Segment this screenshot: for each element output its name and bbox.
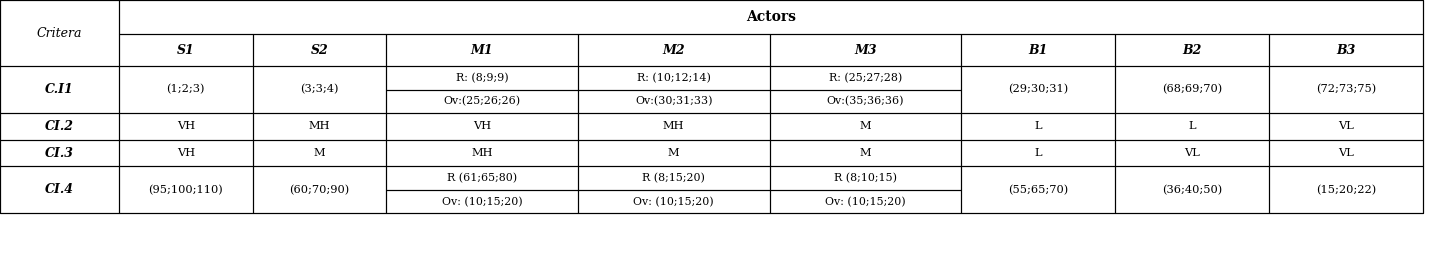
Text: M: M xyxy=(668,148,680,158)
Text: (60;70;90): (60;70;90) xyxy=(289,185,350,195)
Text: VH: VH xyxy=(177,148,195,158)
Text: Ov:(25;26;26): Ov:(25;26;26) xyxy=(443,96,521,106)
Text: B3: B3 xyxy=(1336,44,1356,57)
Text: VH: VH xyxy=(473,121,491,131)
Text: (55;65;70): (55;65;70) xyxy=(1008,185,1069,195)
Text: Ov:(35;36;36): Ov:(35;36;36) xyxy=(826,96,905,106)
Text: (3;3;4): (3;3;4) xyxy=(301,84,338,95)
Text: M: M xyxy=(860,148,871,158)
Text: CI.3: CI.3 xyxy=(45,147,74,160)
Text: (68;69;70): (68;69;70) xyxy=(1162,84,1223,95)
Text: R: (8;9;9): R: (8;9;9) xyxy=(456,73,508,83)
Text: CI.2: CI.2 xyxy=(45,120,74,133)
Text: L: L xyxy=(1034,121,1043,131)
Text: Actors: Actors xyxy=(746,10,796,24)
Text: R (8;15;20): R (8;15;20) xyxy=(642,173,706,183)
Text: L: L xyxy=(1188,121,1196,131)
Text: M3: M3 xyxy=(854,44,877,57)
Text: Ov:(30;31;33): Ov:(30;31;33) xyxy=(635,96,713,106)
Text: MH: MH xyxy=(472,148,492,158)
Text: Critera: Critera xyxy=(36,26,83,40)
Text: (72;73;75): (72;73;75) xyxy=(1316,84,1376,95)
Text: R (61;65;80): R (61;65;80) xyxy=(447,173,517,183)
Text: (36;40;50): (36;40;50) xyxy=(1162,185,1223,195)
Text: Ov: (10;15;20): Ov: (10;15;20) xyxy=(633,196,714,207)
Text: B1: B1 xyxy=(1028,44,1048,57)
Text: VL: VL xyxy=(1185,148,1199,158)
Text: R: (25;27;28): R: (25;27;28) xyxy=(829,73,902,83)
Text: M1: M1 xyxy=(470,44,494,57)
Text: MH: MH xyxy=(664,121,684,131)
Text: M2: M2 xyxy=(662,44,685,57)
Text: M: M xyxy=(314,148,325,158)
Text: S2: S2 xyxy=(311,44,328,57)
Text: CI.4: CI.4 xyxy=(45,183,74,196)
Text: C.I1: C.I1 xyxy=(45,83,74,96)
Text: MH: MH xyxy=(309,121,330,131)
Text: (95;100;110): (95;100;110) xyxy=(148,185,224,195)
Text: VH: VH xyxy=(177,121,195,131)
Text: B2: B2 xyxy=(1182,44,1202,57)
Text: L: L xyxy=(1034,148,1043,158)
Text: R: (10;12;14): R: (10;12;14) xyxy=(637,73,710,83)
Text: R (8;10;15): R (8;10;15) xyxy=(833,173,897,183)
Text: (29;30;31): (29;30;31) xyxy=(1008,84,1069,95)
Text: VL: VL xyxy=(1339,121,1353,131)
Text: Ov: (10;15;20): Ov: (10;15;20) xyxy=(825,196,906,207)
Text: VL: VL xyxy=(1339,148,1353,158)
Text: (15;20;22): (15;20;22) xyxy=(1316,185,1376,195)
Text: M: M xyxy=(860,121,871,131)
Text: Ov: (10;15;20): Ov: (10;15;20) xyxy=(441,196,523,207)
Text: S1: S1 xyxy=(177,44,195,57)
Text: (1;2;3): (1;2;3) xyxy=(167,84,205,95)
